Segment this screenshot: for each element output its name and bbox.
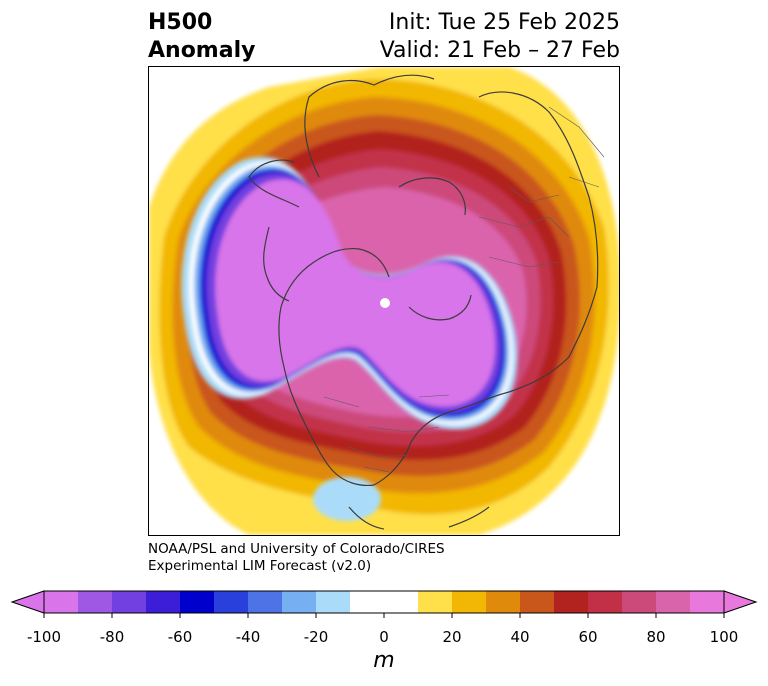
- colorbar-tick-label: -60: [167, 628, 193, 646]
- coastlines: [248, 74, 599, 530]
- title-variable: H500: [148, 10, 213, 35]
- colorbar-tick-label: -100: [26, 628, 62, 646]
- colorbar-tick-label: -20: [303, 628, 329, 646]
- credit-line-1: NOAA/PSL and University of Colorado/CIRE…: [148, 541, 445, 557]
- colorbar-cell: [384, 591, 419, 613]
- colorbar-cell: [214, 591, 249, 613]
- map-title-left: H500 Anomaly: [148, 9, 255, 65]
- colorbar-cell: [44, 591, 79, 613]
- init-date: Init: Tue 25 Feb 2025: [388, 10, 620, 35]
- colorbar-tick-label: 80: [646, 628, 666, 646]
- colorbar-cell: [656, 591, 691, 613]
- colorbar-cell: [452, 591, 487, 613]
- colorbar-cell: [316, 591, 351, 613]
- map-title-right: Init: Tue 25 Feb 2025 Valid: 21 Feb – 27…: [380, 9, 620, 65]
- colorbar-cell: [282, 591, 317, 613]
- colorbar-tick-label: 40: [510, 628, 530, 646]
- colorbar-tick-label: 60: [578, 628, 598, 646]
- colorbar-cell: [418, 591, 453, 613]
- colorbar-cell: [248, 591, 283, 613]
- colorbar-cell: [146, 591, 181, 613]
- colorbar-tick-label: -40: [235, 628, 261, 646]
- colorbar-cell: [622, 591, 657, 613]
- colorbar-cell: [78, 591, 113, 613]
- colorbar-tick-label: 0: [379, 628, 389, 646]
- colorbar-units: m: [373, 648, 395, 673]
- colorbar-cell: [350, 591, 385, 613]
- polar-map: [148, 66, 620, 536]
- anomaly-field: [149, 67, 619, 535]
- colorbar-tick-label: -80: [99, 628, 125, 646]
- colorbar-cell: [588, 591, 623, 613]
- colorbar-tick-label: 100: [709, 628, 739, 646]
- colorbar: [10, 590, 758, 618]
- colorbar-cell: [520, 591, 555, 613]
- colorbar-cell: [486, 591, 521, 613]
- colorbar-cell: [112, 591, 147, 613]
- title-field: Anomaly: [148, 38, 256, 63]
- colorbar-cell: [690, 591, 725, 613]
- credit-text: NOAA/PSL and University of Colorado/CIRE…: [148, 541, 445, 575]
- valid-range: Valid: 21 Feb – 27 Feb: [379, 38, 620, 63]
- colorbar-cell: [180, 591, 215, 613]
- colorbar-cell: [554, 591, 589, 613]
- negative-anomaly-dipole: [181, 156, 518, 430]
- pole-marker: [380, 298, 390, 308]
- minor-negative-patch: [313, 477, 381, 521]
- credit-line-2: Experimental LIM Forecast (v2.0): [148, 558, 372, 574]
- colorbar-tick-label: 20: [442, 628, 462, 646]
- political-borders: [323, 106, 605, 473]
- colorbar-under-arrow: [10, 590, 45, 614]
- colorbar-over-arrow: [723, 590, 758, 614]
